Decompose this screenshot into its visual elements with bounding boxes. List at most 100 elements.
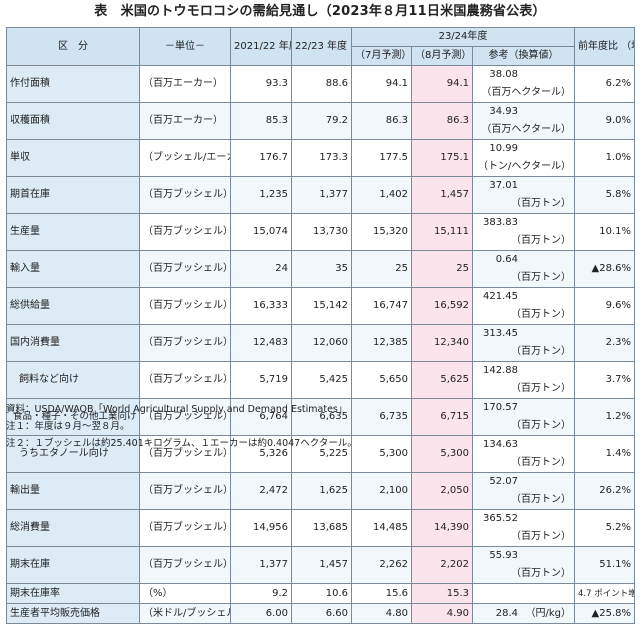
row-change: 9.0% (574, 102, 635, 140)
table-row: 生産量 （百万ブッシェル） 15,074 13,730 15,320 15,111 383.… (6, 213, 635, 251)
row-value-2022: 1,457 (291, 546, 352, 584)
table-row: 輸入量 （百万ブッシェル） 24 35 25 25 0.64 （百万トン） ▲28.6% (6, 250, 635, 288)
conversion-value: 28.4 (495, 607, 518, 619)
row-value-august: 5,300 (411, 435, 473, 473)
row-value-2021: 5,719 (230, 361, 292, 399)
row-item-label: 輸入量 (6, 250, 140, 288)
row-unit: （ブッシェル/エーカー） (139, 139, 231, 177)
row-item-label: 単収 (6, 139, 140, 177)
row-value-july: 94.1 (351, 65, 412, 103)
row-item-label: 生産量 (6, 213, 140, 251)
conversion-value: 365.52 (483, 513, 518, 524)
row-unit: （百万ブッシェル） (139, 213, 231, 251)
conversion-unit: （百万トン） (511, 272, 571, 283)
header-august-forecast: （8月予測） (411, 46, 473, 66)
row-unit: （百万エーカー） (139, 65, 231, 103)
row-item-label: 飼料など向け (6, 361, 140, 399)
supply-demand-table: 区 分 －単位－ 2021/22 年度 22/23 年度 （推計値） 23/24… (6, 27, 635, 624)
row-change: 3.7% (574, 361, 635, 399)
row-value-july: 5,650 (351, 361, 412, 399)
header-year-2021: 2021/22 年度 (230, 27, 292, 66)
row-item-label: 食品・種子・その他工業向け (6, 398, 140, 436)
row-unit: （%） (139, 583, 231, 604)
row-value-2022: 6.60 (291, 603, 352, 624)
row-unit: （百万ブッシェル） (139, 287, 231, 325)
row-value-2022: 13,730 (291, 213, 352, 251)
row-value-august: 2,202 (411, 546, 473, 584)
row-value-july: 15.6 (351, 583, 412, 604)
row-value-2021: 85.3 (230, 102, 292, 140)
row-conversion: 365.52 （百万トン） (472, 509, 575, 547)
row-value-2022: 79.2 (291, 102, 352, 140)
row-conversion: 421.45 （百万トン） (472, 287, 575, 325)
row-conversion: 52.07 （百万トン） (472, 472, 575, 510)
conversion-unit: （百万トン） (511, 235, 571, 246)
conversion-value: 313.45 (483, 328, 518, 339)
conversion-unit: （百万トン） (511, 568, 571, 579)
row-unit: （百万エーカー） (139, 102, 231, 140)
row-value-august: 86.3 (411, 102, 473, 140)
table-title: 表 米国のトウモロコシの需給見通し（2023年８月11日米国農務省公表） (94, 4, 546, 19)
conversion-value: 0.64 (495, 254, 518, 265)
row-change: 5.2% (574, 509, 635, 547)
row-change: ▲25.8% (574, 603, 635, 624)
table-row: 輸出量 （百万ブッシェル） 2,472 1,625 2,100 2,050 52.07 （百万… (6, 472, 635, 510)
conversion-value: 38.08 (489, 69, 518, 80)
row-change: 5.8% (574, 176, 635, 214)
conversion-unit: （百万トン） (511, 494, 571, 505)
row-value-2021: 2,472 (230, 472, 292, 510)
header-change: 前年度比 （増減率） (574, 27, 635, 66)
row-item-label: 総消費量 (6, 509, 140, 547)
table-row: 国内消費量 （百万ブッシェル） 12,483 12,060 12,385 12,340 31… (6, 324, 635, 362)
conversion-value: 52.07 (489, 476, 518, 487)
note-1: 注１：年度は９月～翌８月。 (6, 421, 130, 432)
row-item-label: 期末在庫率 (6, 583, 140, 604)
conversion-value: 170.57 (483, 402, 518, 413)
header-july-forecast: （7月予測） (351, 46, 412, 66)
table-row: 期首在庫 （百万ブッシェル） 1,235 1,377 1,402 1,457 37.01 （百… (6, 176, 635, 214)
row-conversion: 142.88 （百万トン） (472, 361, 575, 399)
row-unit: （米ドル/ブッシェル） (139, 603, 231, 624)
notes: 資料：USDA/WAOB「World Agricultural Supply a… (6, 401, 357, 452)
row-item-label: 総供給量 (6, 287, 140, 325)
row-conversion: 134.63 （百万トン） (472, 435, 575, 473)
table-row: 飼料など向け （百万ブッシェル） 5,719 5,425 5,650 5,625 142.8… (6, 361, 635, 399)
row-value-july: 6,735 (351, 398, 412, 436)
header-year-2022: 22/23 年度 （推計値） (291, 27, 352, 66)
row-conversion: 10.99 （トン/ヘクタール） (472, 139, 575, 177)
row-change: 26.2% (574, 472, 635, 510)
row-conversion: 0.64 （百万トン） (472, 250, 575, 288)
row-value-2021: 9.2 (230, 583, 292, 604)
row-value-august: 15,111 (411, 213, 473, 251)
row-value-august: 12,340 (411, 324, 473, 362)
row-item-label: 国内消費量 (6, 324, 140, 362)
row-value-2021: 6.00 (230, 603, 292, 624)
table-row: 生産者平均販売価格（米ドル/ブッシェル）6.006.604.804.9028.4… (6, 603, 635, 624)
row-change: ▲28.6% (574, 250, 635, 288)
row-change: 1.2% (574, 398, 635, 436)
row-conversion (472, 583, 575, 604)
row-unit: （百万ブッシェル） (139, 472, 231, 510)
row-unit: （百万ブッシェル） (139, 324, 231, 362)
row-item-label: 期首在庫 (6, 176, 140, 214)
row-item-label: 輸出量 (6, 472, 140, 510)
row-value-july: 86.3 (351, 102, 412, 140)
table-row: 収穫面積 （百万エーカー） 85.3 79.2 86.3 86.3 34.93 （百万ヘクター… (6, 102, 635, 140)
row-conversion: 34.93 （百万ヘクタール） (472, 102, 575, 140)
row-value-2022: 12,060 (291, 324, 352, 362)
row-value-july: 16,747 (351, 287, 412, 325)
row-value-2022: 1,625 (291, 472, 352, 510)
row-conversion: 55.93 （百万トン） (472, 546, 575, 584)
row-value-august: 14,390 (411, 509, 473, 547)
conversion-unit: （百万トン） (511, 383, 571, 394)
conversion-unit: （円/kg） (525, 607, 571, 619)
table-row: 総消費量 （百万ブッシェル） 14,956 13,685 14,485 14,390 365… (6, 509, 635, 547)
note-2: 注２：１ブッシェルは約25.401キログラム、１エーカーは約0.4047ヘクター… (6, 438, 357, 449)
table-row: 総供給量 （百万ブッシェル） 16,333 15,142 16,747 16,592 421… (6, 287, 635, 325)
row-value-august: 2,050 (411, 472, 473, 510)
row-value-2021: 1,377 (230, 546, 292, 584)
table-row: 作付面積 （百万エーカー） 93.3 88.6 94.1 94.1 38.08 （百万ヘクター… (6, 65, 635, 103)
row-change: 9.6% (574, 287, 635, 325)
row-unit: （百万ブッシェル） (139, 250, 231, 288)
row-change: 2.3% (574, 324, 635, 362)
